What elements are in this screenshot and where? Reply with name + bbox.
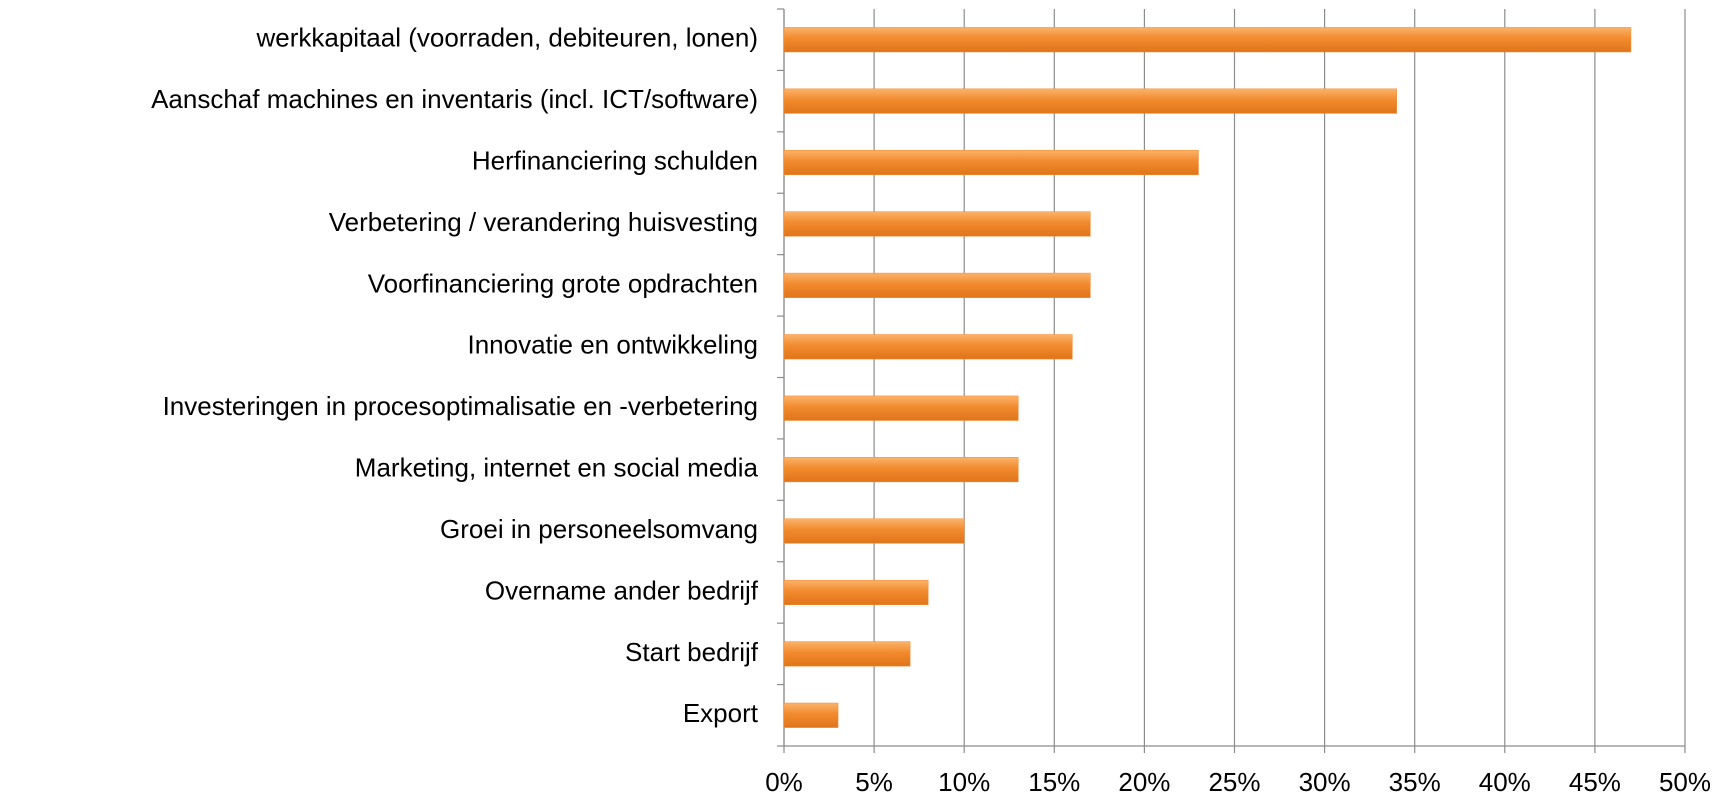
x-tick-label: 50% <box>1659 767 1711 797</box>
x-tick-label: 25% <box>1208 767 1260 797</box>
x-tick-label: 40% <box>1479 767 1531 797</box>
y-tick-label: Aanschaf machines en inventaris (incl. I… <box>151 84 758 114</box>
bar <box>783 27 1632 53</box>
x-tick-label: 15% <box>1028 767 1080 797</box>
y-tick-label: Overname ander bedrijf <box>485 575 759 605</box>
x-tick-label: 35% <box>1389 767 1441 797</box>
y-tick-label: Investeringen in procesoptimalisatie en … <box>163 391 758 421</box>
x-tick-label: 45% <box>1569 767 1621 797</box>
bar <box>783 702 839 728</box>
y-tick-label: Innovatie en ontwikkeling <box>467 330 758 360</box>
x-tick-label: 0% <box>765 767 803 797</box>
bar <box>783 579 929 605</box>
bar <box>783 518 965 544</box>
bar <box>783 150 1199 176</box>
y-tick-label: Marketing, internet en social media <box>355 453 759 483</box>
bar <box>783 88 1397 114</box>
y-tick-label: Herfinanciering schulden <box>472 145 758 175</box>
bar <box>783 334 1073 360</box>
bar <box>783 457 1019 483</box>
x-tick-label: 20% <box>1118 767 1170 797</box>
y-tick-label: Voorfinanciering grote opdrachten <box>368 268 758 298</box>
y-tick-label: Export <box>683 698 759 728</box>
bar <box>783 641 911 667</box>
y-tick-label: Verbetering / verandering huisvesting <box>329 207 758 237</box>
bar <box>783 272 1091 298</box>
bar <box>783 211 1091 237</box>
x-tick-label: 10% <box>938 767 990 797</box>
y-tick-label: werkkapitaal (voorraden, debiteuren, lon… <box>255 23 758 53</box>
y-tick-label: Start bedrijf <box>625 637 759 667</box>
x-tick-label: 30% <box>1299 767 1351 797</box>
x-tick-label: 5% <box>855 767 893 797</box>
y-tick-label: Groei in personeelsomvang <box>440 514 758 544</box>
bar <box>783 395 1019 421</box>
